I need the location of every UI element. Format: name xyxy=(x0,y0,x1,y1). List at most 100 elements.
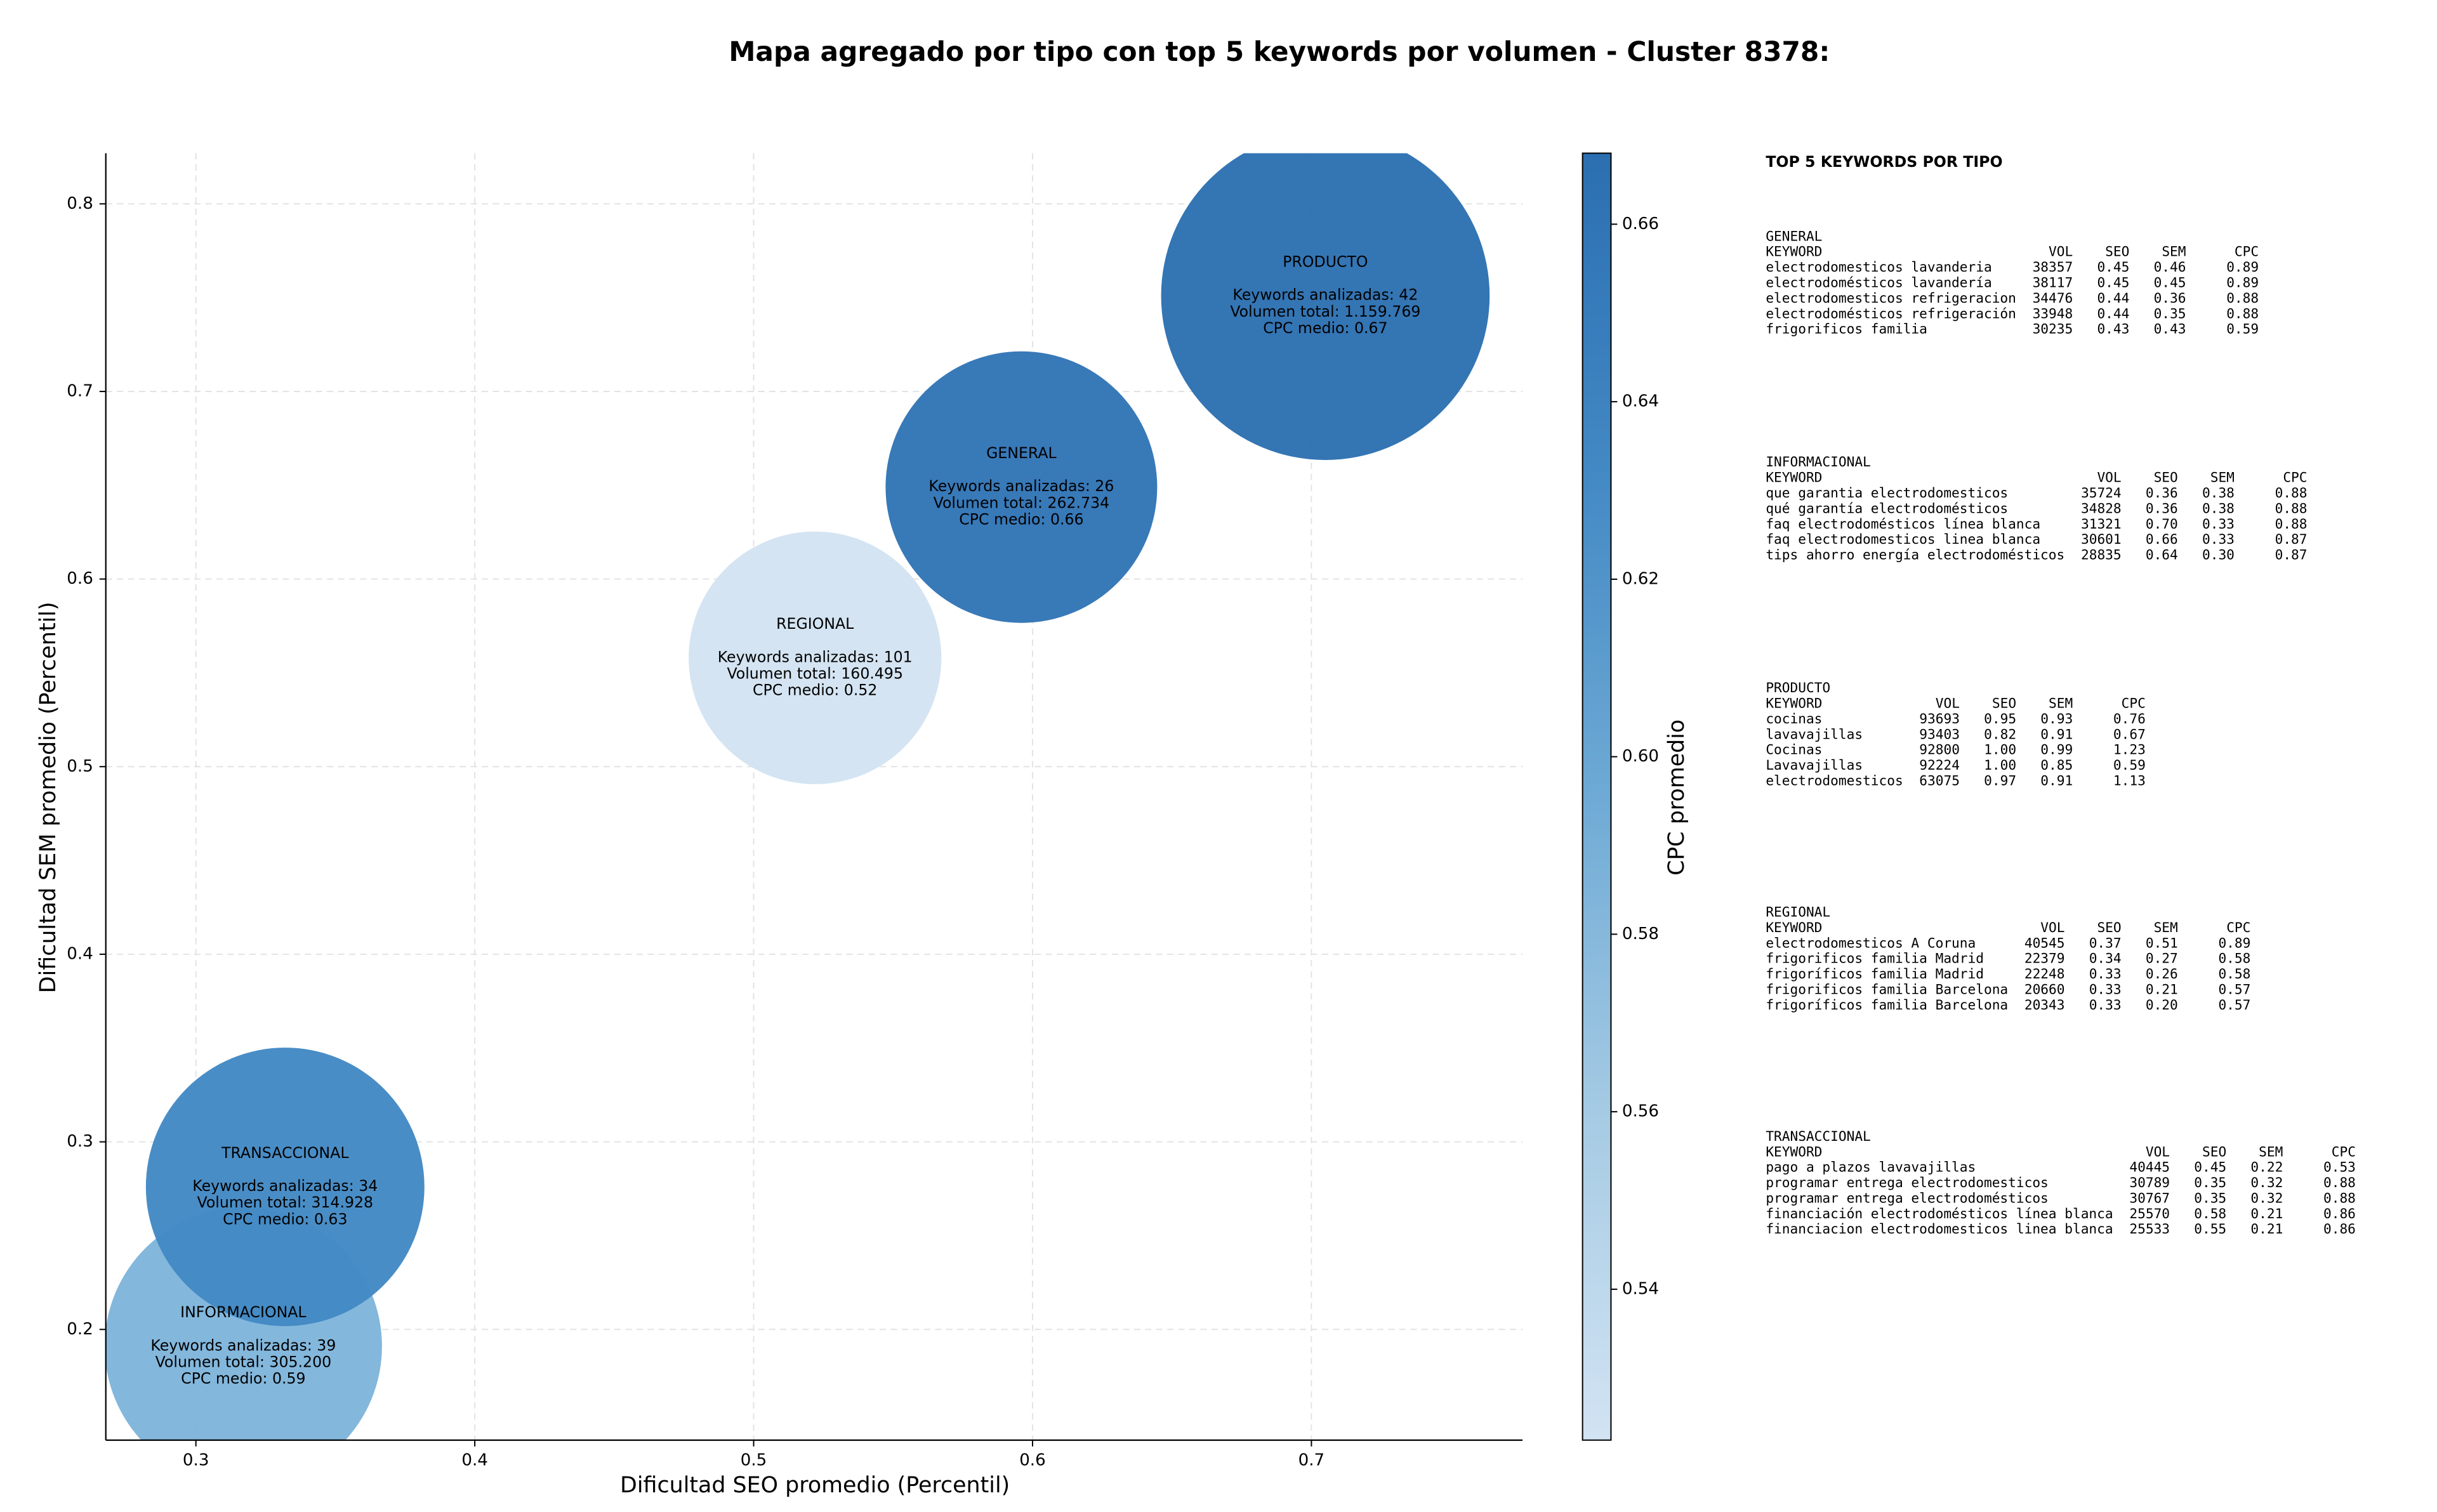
table-cell: 0.21 xyxy=(2250,1221,2283,1237)
table-cell: 0.33 xyxy=(2202,531,2235,547)
bubble-info: CPC medio: 0.63 xyxy=(223,1210,347,1228)
y-tick-label: 0.3 xyxy=(67,1132,93,1151)
table-cell: tips ahorro energía electrodomésticos xyxy=(1766,547,2064,563)
y-tick-label: 0.7 xyxy=(67,381,93,400)
table-cell: Cocinas xyxy=(1766,742,1822,758)
table-cell: 0.27 xyxy=(2146,950,2178,966)
table-cell: 0.45 xyxy=(2097,275,2129,291)
table-header: SEM xyxy=(2210,470,2235,485)
y-tick-label: 0.6 xyxy=(67,569,93,588)
table-cell: electrodomésticos lavandería xyxy=(1766,275,1991,291)
table-cell: 0.89 xyxy=(2226,259,2259,275)
table-cell: 0.99 xyxy=(2040,742,2073,758)
bubble-info: Keywords analizadas: 101 xyxy=(718,648,913,666)
bubble xyxy=(145,1048,425,1327)
table-cell: 0.51 xyxy=(2146,935,2178,950)
table-cell: 0.67 xyxy=(2113,726,2146,742)
table-cell: 0.43 xyxy=(2097,321,2129,337)
table-cell: 0.44 xyxy=(2097,290,2129,306)
table-cell: electrodomésticos refrigeración xyxy=(1766,305,2016,321)
table-cell: 0.32 xyxy=(2250,1190,2283,1206)
table-cell: 0.57 xyxy=(2218,997,2250,1013)
table-cell: 0.89 xyxy=(2218,935,2250,950)
colorbar-tick-label: 0.54 xyxy=(1622,1279,1659,1298)
bubble-info: Keywords analizadas: 39 xyxy=(150,1336,336,1354)
table-header: KEYWORD xyxy=(1766,919,1822,935)
table-cell: 40545 xyxy=(2024,935,2065,950)
x-tick-label: 0.5 xyxy=(741,1451,767,1470)
table-cell: 0.45 xyxy=(2194,1159,2226,1175)
table-cell: 0.88 xyxy=(2275,516,2308,532)
table-header: SEM xyxy=(2049,695,2073,711)
table-cell: 0.21 xyxy=(2146,981,2178,997)
table-cell: 0.85 xyxy=(2040,757,2073,773)
table-cell: 0.36 xyxy=(2146,500,2178,516)
table-cell: frigorificos familia xyxy=(1766,321,1927,337)
table-cell: 0.30 xyxy=(2202,547,2235,563)
table-cell: 0.32 xyxy=(2250,1174,2283,1190)
table-cell: 0.21 xyxy=(2250,1206,2283,1221)
table-cell: 1.13 xyxy=(2113,772,2146,788)
bubble xyxy=(1161,153,1490,460)
group-name: REGIONAL xyxy=(1766,904,1830,919)
table-header: CPC xyxy=(2332,1143,2356,1159)
table-cell: 0.35 xyxy=(2194,1174,2226,1190)
colorbar-tick-label: 0.56 xyxy=(1622,1102,1659,1121)
x-axis-label: Dificultad SEO promedio (Percentil) xyxy=(620,1473,1010,1498)
table-header: SEO xyxy=(2097,919,2121,935)
table-cell: pago a plazos lavavajillas xyxy=(1766,1159,1976,1175)
table-cell: 30235 xyxy=(2033,321,2073,337)
table-cell: cocinas xyxy=(1766,711,1822,726)
table-header: VOL xyxy=(2040,919,2064,935)
bubble-name: TRANSACCIONAL xyxy=(221,1144,349,1162)
table-cell: 0.59 xyxy=(2226,321,2259,337)
table-cell: 0.88 xyxy=(2226,290,2259,306)
table-cell: 0.20 xyxy=(2146,997,2178,1013)
table-cell: 0.95 xyxy=(1984,711,2016,726)
table-cell: electrodomesticos lavanderia xyxy=(1766,259,1991,275)
x-tick-label: 0.7 xyxy=(1298,1451,1325,1470)
table-header: KEYWORD xyxy=(1766,1143,1822,1159)
table-header: KEYWORD xyxy=(1766,470,1822,485)
colorbar-tick-label: 0.62 xyxy=(1622,569,1659,588)
table-cell: 1.00 xyxy=(1984,742,2016,758)
table-header: CPC xyxy=(2122,695,2146,711)
bubble-info: Keywords analizadas: 26 xyxy=(928,477,1114,495)
table-header: SEO xyxy=(1992,695,2016,711)
table-cell: 0.91 xyxy=(2040,726,2073,742)
table-cell: 30767 xyxy=(2129,1190,2170,1206)
table-cell: 0.97 xyxy=(1984,772,2016,788)
table-cell: 20343 xyxy=(2024,997,2065,1013)
table-cell: 0.55 xyxy=(2194,1221,2226,1237)
table-header: SEM xyxy=(2154,919,2178,935)
table-cell: 0.87 xyxy=(2275,531,2308,547)
table-cell: 0.38 xyxy=(2202,500,2235,516)
y-tick-label: 0.5 xyxy=(67,757,93,776)
bubble-info: CPC medio: 0.67 xyxy=(1263,319,1387,337)
table-cell: 38357 xyxy=(2033,259,2073,275)
bubble xyxy=(885,351,1158,623)
table-cell: 0.35 xyxy=(2154,305,2186,321)
bubble-info: CPC medio: 0.52 xyxy=(753,681,877,699)
table-header: SEM xyxy=(2259,1143,2283,1159)
table-cell: frigorificos familia Barcelona xyxy=(1766,981,2008,997)
bubble-info: Volumen total: 262.734 xyxy=(934,494,1110,511)
table-cell: 31321 xyxy=(2081,516,2122,532)
x-tick-label: 0.4 xyxy=(461,1451,488,1470)
table-cell: 1.00 xyxy=(1984,757,2016,773)
table-cell: 0.36 xyxy=(2146,485,2178,501)
table-cell: 30789 xyxy=(2129,1174,2170,1190)
table-cell: 0.93 xyxy=(2040,711,2073,726)
table-cell: 22379 xyxy=(2024,950,2065,966)
table-cell: 0.45 xyxy=(2097,259,2129,275)
table-header: VOL xyxy=(1936,695,1960,711)
bubble-info: Volumen total: 1.159.769 xyxy=(1230,303,1420,320)
table-cell: financiación electrodomésticos línea bla… xyxy=(1766,1206,2113,1221)
group-name: GENERAL xyxy=(1766,228,1822,244)
table-cell: Lavavajillas xyxy=(1766,757,1863,773)
bubble-name: PRODUCTO xyxy=(1283,253,1368,270)
table-header: CPC xyxy=(2226,919,2250,935)
group-name: TRANSACCIONAL xyxy=(1766,1128,1870,1144)
